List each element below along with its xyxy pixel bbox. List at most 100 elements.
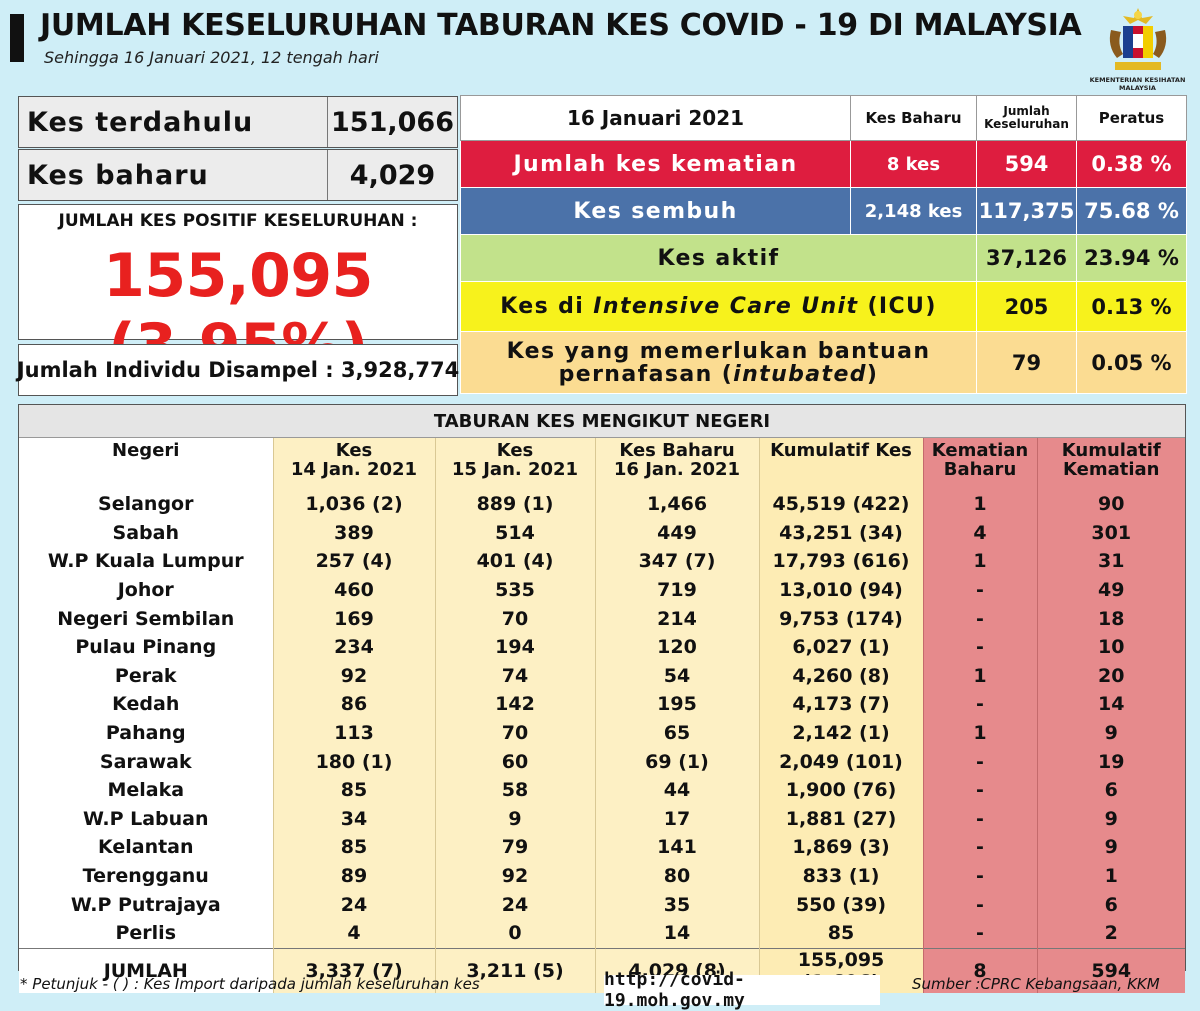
summary-row-recovered: Kes sembuh 2,148 kes 117,375 75.68 % — [460, 187, 1187, 235]
cell-cases-15-jan: 24 — [434, 890, 595, 919]
cell-cumulative-deaths: 6 — [1036, 775, 1185, 805]
cell-new-deaths: - — [922, 833, 1037, 862]
footer-note: * Petunjuk - ( ) : Kes Import daripada j… — [20, 975, 480, 993]
death-pct: 0.38 % — [1076, 140, 1187, 188]
new-cases-value: 4,029 — [349, 159, 436, 191]
cell-new-cases-16-jan: 44 — [594, 775, 759, 805]
cell-cases-15-jan: 9 — [434, 804, 595, 834]
cell-cumulative-cases: 6,027 (1) — [758, 632, 923, 662]
cell-cases-14-jan: 180 (1) — [272, 747, 435, 776]
new-cases-label: Kes baharu — [19, 150, 328, 200]
cell-cases-15-jan: 194 — [434, 632, 595, 662]
cell-new-cases-16-jan: 17 — [594, 804, 759, 834]
cell-cases-15-jan: 514 — [434, 518, 595, 548]
cell-new-cases-16-jan: 120 — [594, 632, 759, 662]
intubated-label-line1: Kes yang memerlukan bantuan — [506, 338, 931, 364]
header-new-deaths-line2: Baharu — [943, 459, 1017, 480]
cell-state: Kelantan — [19, 833, 273, 862]
cell-state: W.P Putrajaya — [19, 890, 273, 919]
cell-cumulative-deaths: 19 — [1036, 747, 1185, 776]
cell-cases-14-jan: 85 — [272, 833, 435, 862]
icu-pct: 0.13 % — [1076, 281, 1187, 332]
previous-cases-box: Kes terdahulu 151,066 — [18, 96, 458, 148]
cell-new-cases-16-jan: 65 — [594, 718, 759, 748]
cell-cumulative-deaths: 9 — [1036, 833, 1185, 862]
header-new-deaths-line1: Kematian — [931, 440, 1029, 461]
cell-new-deaths: - — [922, 861, 1037, 891]
cell-cases-14-jan: 89 — [272, 861, 435, 891]
cell-cumulative-deaths: 1 — [1036, 861, 1185, 891]
cell-cases-14-jan: 3,337 (7) — [272, 947, 435, 993]
cell-new-deaths: - — [922, 804, 1037, 834]
cell-new-deaths: - — [922, 604, 1037, 633]
cell-new-cases-16-jan: 449 — [594, 518, 759, 548]
cell-state: Negeri Sembilan — [19, 604, 273, 633]
header-state: Negeri — [19, 438, 273, 490]
cell-new-deaths: - — [922, 918, 1037, 948]
cell-cumulative-cases: 2,049 (101) — [758, 747, 923, 776]
total-positive-box: JUMLAH KES POSITIF KESELURUHAN : 155,095… — [18, 204, 458, 381]
cell-new-cases-16-jan: 347 (7) — [594, 547, 759, 576]
cell-cumulative-cases: 4,260 (8) — [758, 661, 923, 691]
intubated-label-italic: intubated — [733, 361, 867, 387]
table-row: W.P Kuala Lumpur 257 (4) 401 (4) 347 (7) 17,… — [19, 547, 1185, 576]
icu-total: 205 — [976, 281, 1077, 332]
cell-cases-15-jan: 889 (1) — [434, 490, 595, 519]
table-row: Perak 92 74 54 4,260 (8) 1 20 — [19, 661, 1185, 691]
table-row: Selangor 1,036 (2) 889 (1) 1,466 45,519 (422… — [19, 490, 1185, 519]
footer-url-link[interactable]: http://covid-19.moh.gov.my — [604, 969, 880, 1011]
intubated-pct: 0.05 % — [1076, 331, 1187, 394]
cell-cases-14-jan: 85 — [272, 775, 435, 805]
cell-new-deaths: - — [922, 890, 1037, 919]
cell-cumulative-cases: 2,142 (1) — [758, 718, 923, 748]
ministry-logo: KEMENTERIAN KESIHATAN MALAYSIA — [1080, 6, 1195, 94]
table-row: Melaka 85 58 44 1,900 (76) -6 — [19, 775, 1185, 805]
previous-cases-label: Kes terdahulu — [19, 97, 328, 147]
cell-cases-15-jan: 401 (4) — [434, 547, 595, 576]
cell-cases-15-jan: 92 — [434, 861, 595, 891]
cell-cumulative-deaths: 10 — [1036, 632, 1185, 662]
death-total: 594 — [976, 140, 1077, 188]
table-row: Johor 460 535 719 13,010 (94) -49 — [19, 575, 1185, 605]
icu-label-pre: Kes di — [500, 294, 594, 319]
cell-cumulative-deaths: 9 — [1036, 718, 1185, 748]
table-row: Kedah 86 142 195 4,173 (7) -14 — [19, 690, 1185, 719]
summary-table: 16 Januari 2021 Kes Baharu Jumlah Keselu… — [460, 95, 1187, 394]
summary-date: 16 Januari 2021 — [460, 95, 851, 141]
table-row: Perlis 4 0 14 85-2 — [19, 918, 1185, 948]
header-cases-15-jan-line2: 15 Jan. 2021 — [451, 459, 579, 480]
cell-new-deaths: 8 — [922, 947, 1037, 993]
state-table-caption: TABURAN KES MENGIKUT NEGERI — [19, 405, 1185, 438]
cell-state: Sarawak — [19, 747, 273, 776]
header-cumulative-deaths-line2: Kematian — [1063, 459, 1160, 480]
cell-cumulative-cases: 45,519 (422) — [758, 490, 923, 519]
active-label: Kes aktif — [460, 234, 977, 282]
cell-new-deaths: - — [922, 747, 1037, 776]
header-cases-15-jan-line1: Kes — [496, 440, 534, 461]
header-new-cases-16-jan-line2: 16 Jan. 2021 — [613, 459, 741, 480]
summary-row-icu: Kes di Intensive Care Unit (ICU) 205 0.1… — [460, 281, 1187, 332]
footer-source: Sumber :CPRC Kebangsaan, KKM — [912, 975, 1160, 993]
cell-new-cases-16-jan: 1,466 — [594, 490, 759, 519]
previous-cases-value: 151,066 — [331, 106, 454, 138]
summary-row-active: Kes aktif 37,126 23.94 % — [460, 234, 1187, 282]
cell-cumulative-deaths: 49 — [1036, 575, 1185, 605]
cell-state: Perak — [19, 661, 273, 691]
cell-cases-14-jan: 92 — [272, 661, 435, 691]
cell-cases-15-jan: 535 — [434, 575, 595, 605]
page-title: JUMLAH KESELURUHAN TABURAN KES COVID - 1… — [40, 8, 1082, 43]
table-row: Kelantan 85 79 141 1,869 (3) -9 — [19, 833, 1185, 862]
cell-cases-15-jan: 60 — [434, 747, 595, 776]
cell-cumulative-cases: 4,173 (7) — [758, 690, 923, 719]
summary-col-new: Kes Baharu — [850, 95, 977, 141]
cell-cases-14-jan: 389 — [272, 518, 435, 548]
header-new-cases-16-jan: Kes Baharu 16 Jan. 2021 — [594, 438, 759, 490]
table-row: Sabah 389 514 449 43,251 (34) 4 301 — [19, 518, 1185, 548]
cell-new-deaths: - — [922, 775, 1037, 805]
cell-cases-15-jan: 70 — [434, 604, 595, 633]
cell-state: W.P Kuala Lumpur — [19, 547, 273, 576]
logo-text-line2: MALAYSIA — [1119, 84, 1156, 92]
cell-new-deaths: 1 — [922, 547, 1037, 576]
cell-cases-15-jan: 142 — [434, 690, 595, 719]
cell-state: JUMLAH — [19, 947, 273, 993]
